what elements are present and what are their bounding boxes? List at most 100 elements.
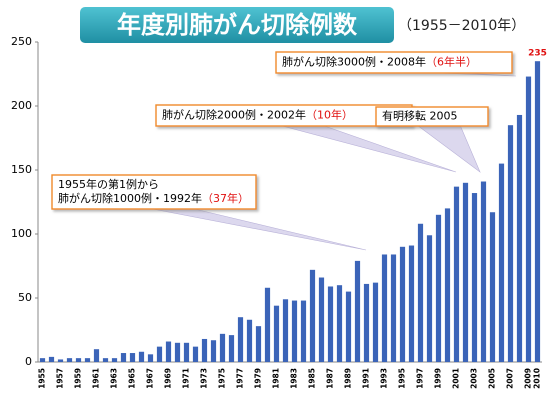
- bar: [174, 342, 181, 362]
- bar: [120, 353, 127, 362]
- bar: [246, 319, 253, 362]
- x-tick-label: 2009: [524, 368, 533, 389]
- x-tick-label: 2003: [470, 368, 479, 389]
- x-tick-label: 1977: [236, 368, 245, 389]
- bar: [399, 246, 406, 362]
- callout-text: 有明移転 2005: [382, 109, 458, 123]
- bar: [489, 212, 496, 362]
- callout-text: 1955年の第1例から: [58, 177, 159, 191]
- bar: [291, 300, 298, 362]
- x-tick-label: 1999: [434, 368, 443, 389]
- bar: [192, 346, 199, 362]
- callout-text: 肺がん切除1000例・1992年（37年）: [58, 191, 249, 205]
- bar: [129, 353, 136, 362]
- callout-line: 肺がん切除1000例・1992年: [58, 191, 202, 205]
- bar: [219, 333, 226, 362]
- bar: [210, 340, 217, 362]
- x-tick-label: 1981: [272, 368, 281, 389]
- bar: [534, 61, 541, 362]
- callout-note: （6年半）: [426, 55, 477, 69]
- y-tick-label: 100: [11, 227, 32, 240]
- bar: [354, 260, 361, 362]
- bar: [444, 208, 451, 362]
- bar: [75, 358, 82, 362]
- bar: [381, 254, 388, 362]
- x-tick-label: 1971: [182, 368, 191, 389]
- callout-text: 肺がん切除2000例・2002年（10年）: [162, 108, 353, 122]
- x-tick-label: 1991: [362, 368, 371, 389]
- x-tick-label: 1965: [128, 368, 137, 389]
- callout-note: （37年）: [202, 191, 249, 205]
- callout-note: （10年）: [306, 108, 353, 122]
- x-tick-label: 1987: [326, 368, 335, 389]
- bar: [390, 254, 397, 362]
- bar: [327, 286, 334, 362]
- bar: [228, 335, 235, 362]
- y-tick-label: 150: [11, 163, 32, 176]
- x-tick-label: 1957: [56, 368, 65, 389]
- x-tick-label: 2001: [452, 368, 461, 389]
- y-tick-label: 200: [11, 99, 32, 112]
- callout-line: 1955年の第1例から: [58, 177, 159, 191]
- x-tick-label: 1955: [38, 368, 47, 389]
- bar: [426, 235, 433, 362]
- x-tick-label: 1997: [416, 368, 425, 389]
- x-tick-label: 2010: [533, 368, 542, 389]
- bar: [264, 287, 271, 362]
- bar: [84, 358, 91, 362]
- callout-pointer: [414, 123, 481, 173]
- chart-subtitle: （1955－2010年）: [398, 18, 525, 34]
- callout-box: [275, 51, 513, 74]
- x-tick-label: 1993: [380, 368, 389, 389]
- bar: [408, 245, 415, 362]
- annotations: 肺がん切除3000例・2008年（6年半） 肺がん切除2000例・2002年（10…: [51, 51, 517, 251]
- bar: [345, 291, 352, 362]
- bar: [273, 305, 280, 362]
- title-box: [80, 7, 394, 43]
- bar: [507, 125, 514, 362]
- x-tick-label: 2005: [488, 368, 497, 389]
- x-tick-label: 1985: [308, 368, 317, 389]
- bar: [66, 358, 73, 362]
- bar: [417, 223, 424, 362]
- bar: [363, 283, 370, 362]
- x-tick-label: 1967: [146, 368, 155, 389]
- bar: [147, 354, 154, 362]
- bar: [516, 114, 523, 363]
- bar: [336, 285, 343, 362]
- callout-box: [51, 174, 257, 210]
- bar: [39, 358, 46, 362]
- bar: [462, 182, 469, 362]
- x-tick-label: 1973: [200, 368, 209, 389]
- bar: [156, 346, 163, 362]
- value-label: 235: [528, 49, 547, 59]
- x-tick-label: 1995: [398, 368, 407, 389]
- bar: [138, 351, 145, 362]
- bar: [372, 282, 379, 362]
- callout-pointer: [142, 206, 367, 251]
- bar: [525, 76, 532, 362]
- bar: [480, 181, 487, 362]
- chart-title: 年度別肺がん切除例数: [117, 11, 358, 39]
- bar: [165, 341, 172, 362]
- y-tick-label: 50: [18, 291, 32, 304]
- bar: [57, 359, 64, 362]
- bar: [102, 358, 109, 362]
- callout-box: [375, 106, 489, 127]
- x-tick-label: 1963: [110, 368, 119, 389]
- x-tick-label: 1979: [254, 368, 263, 389]
- bar: [93, 349, 100, 362]
- x-tick-label: 2007: [506, 368, 515, 389]
- x-tick-label: 1969: [164, 368, 173, 389]
- x-tick-label: 1975: [218, 368, 227, 389]
- bar: [309, 269, 316, 362]
- callout-line: 肺がん切除2000例・2002年: [162, 108, 306, 122]
- y-tick-label: 250: [11, 35, 32, 48]
- bar: [111, 358, 118, 362]
- bar: [201, 338, 208, 362]
- x-tick-label: 1959: [74, 368, 83, 389]
- bar: [237, 317, 244, 362]
- bar: [300, 300, 307, 362]
- x-tick-label: 1961: [92, 368, 101, 389]
- bar: [435, 214, 442, 362]
